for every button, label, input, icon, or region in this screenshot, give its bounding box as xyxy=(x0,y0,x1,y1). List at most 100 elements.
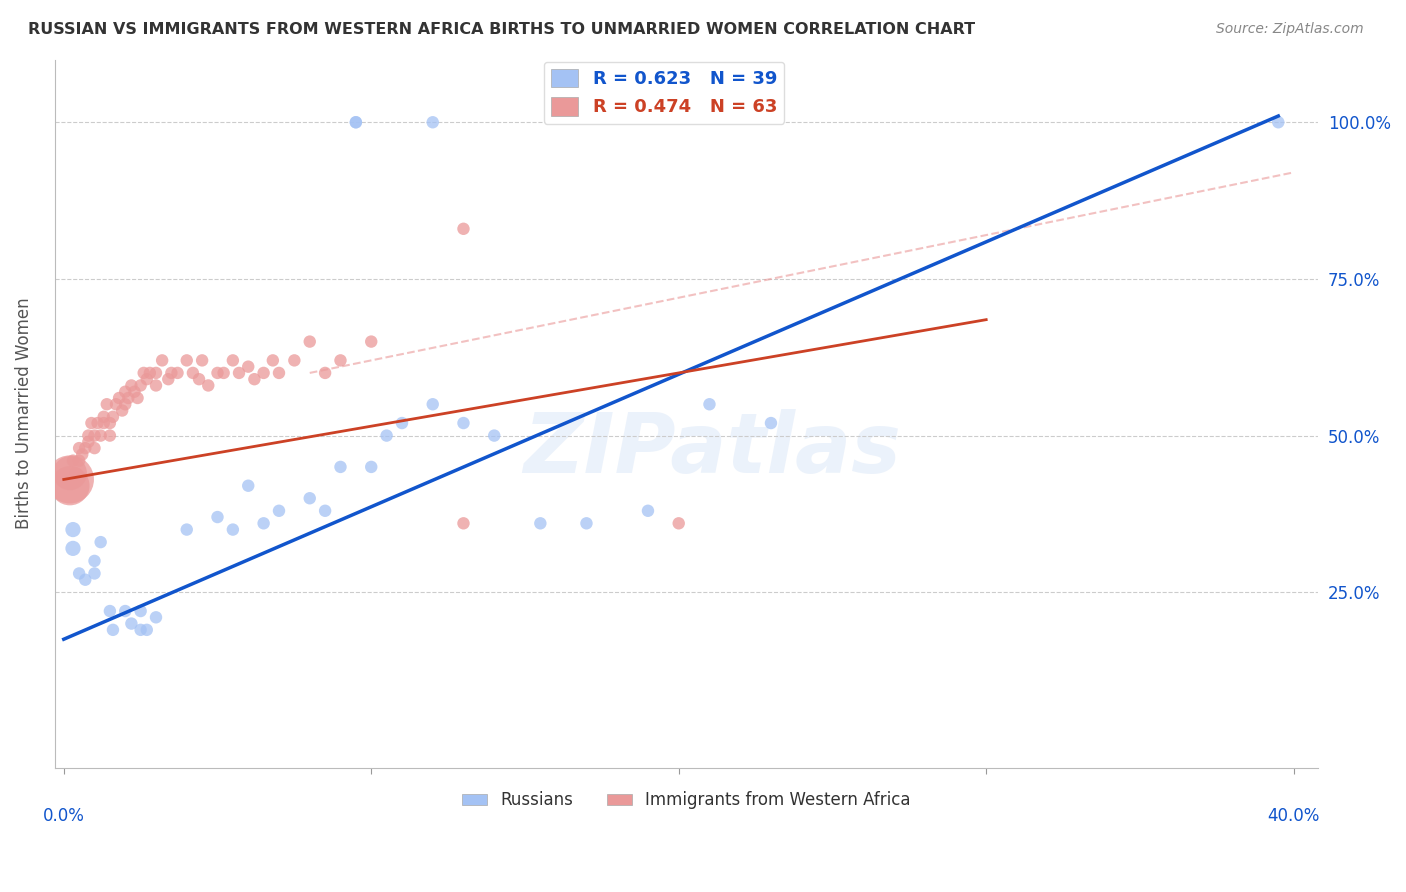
Point xyxy=(314,366,336,380)
Point xyxy=(453,221,475,235)
Point xyxy=(344,115,367,129)
Point xyxy=(207,510,229,524)
Point xyxy=(101,409,124,424)
Point xyxy=(93,416,115,430)
Point xyxy=(298,334,321,349)
Point xyxy=(314,504,336,518)
Point xyxy=(129,378,152,392)
Point xyxy=(166,366,188,380)
Point xyxy=(145,366,167,380)
Point xyxy=(108,391,131,405)
Point xyxy=(360,459,382,474)
Point xyxy=(329,459,352,474)
Point xyxy=(98,416,121,430)
Point xyxy=(145,610,167,624)
Point xyxy=(329,353,352,368)
Point xyxy=(344,115,367,129)
Point xyxy=(212,366,235,380)
Point xyxy=(62,453,84,467)
Point xyxy=(1267,115,1289,129)
Point xyxy=(77,434,100,449)
Point xyxy=(160,366,183,380)
Point xyxy=(98,604,121,618)
Point xyxy=(453,516,475,531)
Point xyxy=(375,428,398,442)
Point xyxy=(75,441,97,455)
Point xyxy=(228,366,250,380)
Text: 0.0%: 0.0% xyxy=(42,806,84,824)
Text: 40.0%: 40.0% xyxy=(1267,806,1320,824)
Point xyxy=(124,384,146,399)
Point xyxy=(111,403,134,417)
Point xyxy=(422,115,444,129)
Point xyxy=(699,397,721,411)
Text: ZIPatlas: ZIPatlas xyxy=(523,409,901,490)
Point xyxy=(120,378,142,392)
Point xyxy=(114,384,136,399)
Point xyxy=(298,491,321,506)
Point xyxy=(80,416,103,430)
Point xyxy=(75,573,97,587)
Point xyxy=(70,447,93,461)
Point xyxy=(391,416,413,430)
Point xyxy=(637,504,659,518)
Point xyxy=(62,541,84,556)
Point xyxy=(267,504,290,518)
Point xyxy=(83,441,105,455)
Point xyxy=(243,372,266,386)
Point xyxy=(207,366,229,380)
Point xyxy=(283,353,305,368)
Point xyxy=(129,623,152,637)
Point xyxy=(120,616,142,631)
Point xyxy=(238,479,260,493)
Point xyxy=(197,378,219,392)
Point xyxy=(105,397,128,411)
Point xyxy=(127,391,149,405)
Point xyxy=(135,623,157,637)
Y-axis label: Births to Unmarried Women: Births to Unmarried Women xyxy=(15,298,32,530)
Point xyxy=(65,466,87,480)
Point xyxy=(59,466,82,480)
Point xyxy=(129,604,152,618)
Point xyxy=(59,472,82,486)
Point xyxy=(114,397,136,411)
Text: RUSSIAN VS IMMIGRANTS FROM WESTERN AFRICA BIRTHS TO UNMARRIED WOMEN CORRELATION : RUSSIAN VS IMMIGRANTS FROM WESTERN AFRIC… xyxy=(28,22,976,37)
Point xyxy=(139,366,162,380)
Point xyxy=(114,604,136,618)
Point xyxy=(117,391,139,405)
Point xyxy=(135,372,157,386)
Point xyxy=(93,409,115,424)
Point xyxy=(191,353,214,368)
Point xyxy=(67,441,90,455)
Point xyxy=(132,366,155,380)
Point xyxy=(222,353,245,368)
Point xyxy=(252,366,274,380)
Point xyxy=(67,566,90,581)
Point xyxy=(759,416,782,430)
Legend: Russians, Immigrants from Western Africa: Russians, Immigrants from Western Africa xyxy=(456,785,917,816)
Point xyxy=(59,479,82,493)
Point xyxy=(90,428,112,442)
Point xyxy=(267,366,290,380)
Point xyxy=(222,523,245,537)
Point xyxy=(83,554,105,568)
Point xyxy=(668,516,690,531)
Point xyxy=(77,428,100,442)
Point xyxy=(62,523,84,537)
Point xyxy=(484,428,506,442)
Point xyxy=(422,397,444,411)
Point xyxy=(96,397,118,411)
Point xyxy=(90,535,112,549)
Point xyxy=(252,516,274,531)
Point xyxy=(86,416,108,430)
Point xyxy=(150,353,173,368)
Point xyxy=(262,353,284,368)
Point xyxy=(181,366,204,380)
Point xyxy=(101,623,124,637)
Point xyxy=(453,416,475,430)
Point xyxy=(529,516,551,531)
Point xyxy=(98,428,121,442)
Point xyxy=(157,372,180,386)
Point xyxy=(67,453,90,467)
Point xyxy=(238,359,260,374)
